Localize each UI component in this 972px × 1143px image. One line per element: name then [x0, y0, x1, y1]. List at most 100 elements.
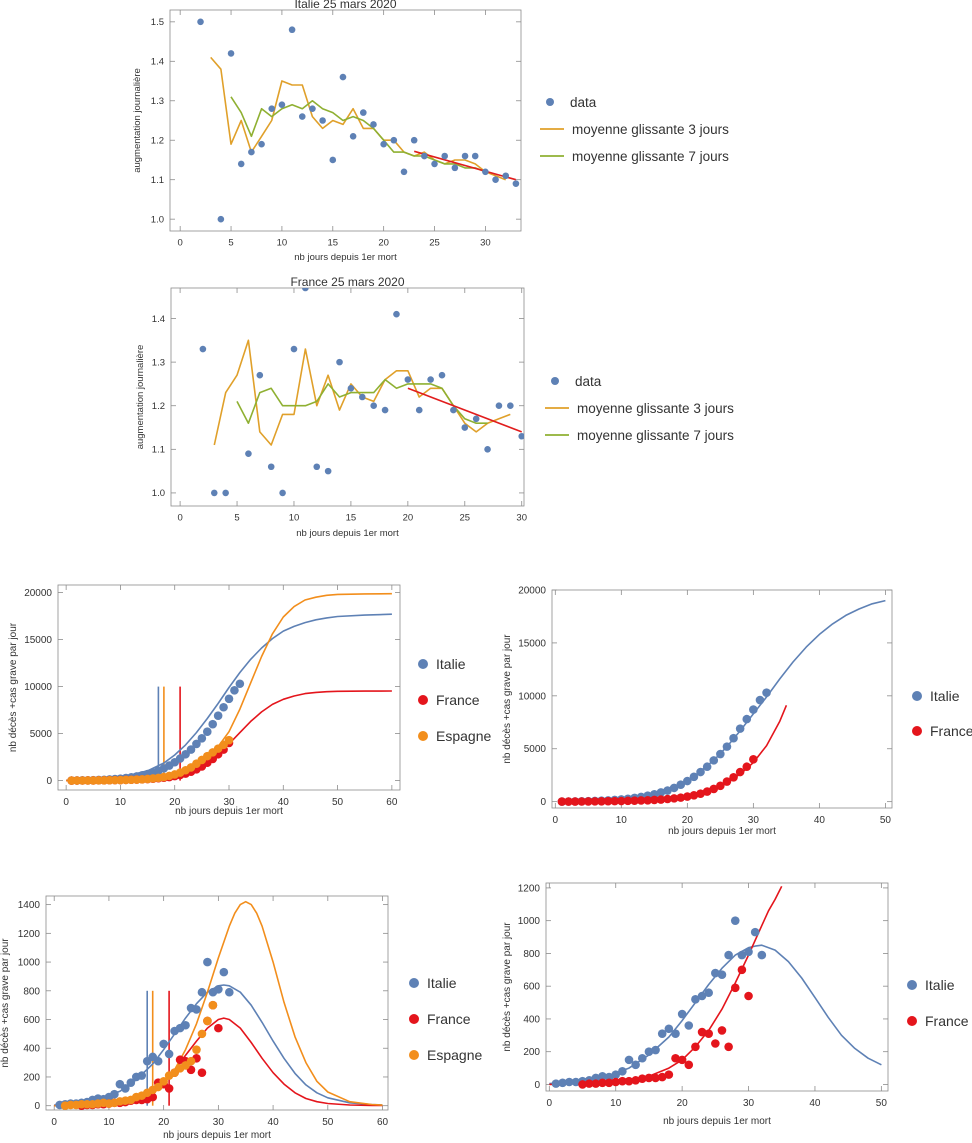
legend-marker: [912, 691, 922, 701]
y-tick-label: 1.2: [151, 136, 164, 147]
data-point: [213, 711, 223, 721]
plot-area: [66, 592, 392, 785]
plot-frame: [169, 9, 522, 232]
data-point: [197, 18, 204, 26]
legend-label: France: [436, 692, 480, 708]
data-point: [617, 796, 626, 806]
data-point: [208, 1000, 218, 1010]
data-point: [689, 772, 699, 782]
data-point: [309, 105, 316, 112]
x-tick-label: 30: [743, 1098, 755, 1109]
data-point: [676, 793, 686, 802]
series-line: [66, 613, 392, 782]
x-tick-label: 20: [378, 238, 389, 249]
x-tick-label: 50: [880, 815, 892, 826]
data-point: [762, 688, 771, 697]
data-point: [636, 796, 646, 805]
y-tick-label: 1.3: [152, 357, 165, 368]
data-point: [564, 797, 573, 806]
data-point: [192, 739, 201, 749]
data-point: [197, 1068, 207, 1077]
data-point: [153, 1082, 163, 1092]
legend-marker: [907, 1016, 917, 1026]
data-point: [717, 1026, 727, 1035]
chart-2: 0 5 10 15 20 25 30 1.0 1.1 1.2 1.3 1.4 France 25 mar…: [135, 275, 734, 539]
data-point: [329, 156, 337, 164]
data-point: [224, 735, 234, 745]
data-point: [584, 1079, 594, 1088]
data-point: [611, 1070, 621, 1079]
data-point: [702, 762, 712, 772]
data-point: [624, 1076, 634, 1086]
legend: Italie France: [907, 977, 969, 1029]
x-axis-label: nb jours depuis 1er mort: [163, 1130, 271, 1141]
data-point: [656, 795, 666, 804]
data-point: [370, 121, 377, 128]
data-point: [590, 797, 600, 806]
data-point: [709, 784, 719, 794]
data-point: [336, 358, 343, 366]
data-point: [347, 384, 355, 392]
legend-label: moyenne glissante 3 jours: [572, 122, 729, 137]
data-point: [126, 1078, 136, 1088]
data-point: [631, 1060, 640, 1070]
data-point: [472, 415, 480, 423]
legend: Italie France Espagne: [418, 656, 491, 744]
x-tick-label: 10: [616, 815, 628, 826]
data-point: [219, 967, 229, 977]
x-tick-label: 10: [115, 797, 127, 808]
data-point: [716, 781, 725, 791]
data-point: [507, 402, 514, 410]
data-point: [671, 1029, 680, 1038]
data-point: [393, 310, 400, 318]
data-point: [518, 432, 524, 440]
data-point: [564, 1077, 574, 1087]
data-point: [684, 1060, 694, 1070]
series-line: [413, 150, 517, 181]
data-point: [663, 786, 672, 795]
data-point: [181, 1020, 190, 1030]
y-tick-label: 600: [523, 982, 540, 993]
legend: Italie France: [912, 688, 972, 739]
y-tick-label: 1400: [18, 900, 41, 911]
legend: data moyenne glissante 3 jours moyenne gli…: [545, 374, 734, 443]
series-line: [66, 690, 392, 782]
data-point: [722, 742, 732, 751]
data-point: [610, 796, 620, 806]
data-point: [370, 402, 377, 410]
data-point: [669, 794, 679, 803]
data-point: [644, 1047, 654, 1056]
data-point: [159, 1039, 168, 1049]
y-tick-label: 400: [523, 1014, 540, 1025]
data-point: [214, 985, 223, 994]
data-point: [203, 1016, 212, 1026]
x-tick-label: 5: [234, 513, 239, 524]
y-axis-label: nb décès +cas grave par jour: [0, 938, 11, 1068]
x-tick-label: 10: [610, 1098, 622, 1109]
x-tick-label: 25: [429, 238, 440, 249]
data-point: [729, 773, 738, 782]
data-point: [222, 489, 229, 497]
data-point: [186, 1056, 196, 1066]
data-point: [631, 1076, 640, 1085]
legend-marker: [907, 980, 917, 990]
data-point: [691, 994, 700, 1004]
legend-label: France: [925, 1013, 969, 1029]
data-point: [324, 467, 332, 475]
data-point: [696, 789, 705, 799]
data-point: [512, 180, 520, 187]
plot-frame: [170, 287, 525, 507]
x-tick-label: 0: [51, 1117, 57, 1128]
plot-area: [197, 18, 520, 223]
x-tick-label: 0: [177, 513, 182, 524]
data-point: [551, 1079, 561, 1088]
data-point: [737, 965, 747, 975]
legend-marker: [546, 98, 554, 106]
data-point: [302, 288, 309, 292]
data-point: [643, 795, 653, 805]
data-point: [217, 215, 225, 223]
x-tick-label: 20: [158, 1117, 170, 1128]
chart-6: 0 10 20 30 40 50 0 200 400 600 800 1000 1200 nb jours…: [502, 882, 969, 1127]
data-point: [730, 983, 740, 993]
data-point: [237, 160, 245, 168]
